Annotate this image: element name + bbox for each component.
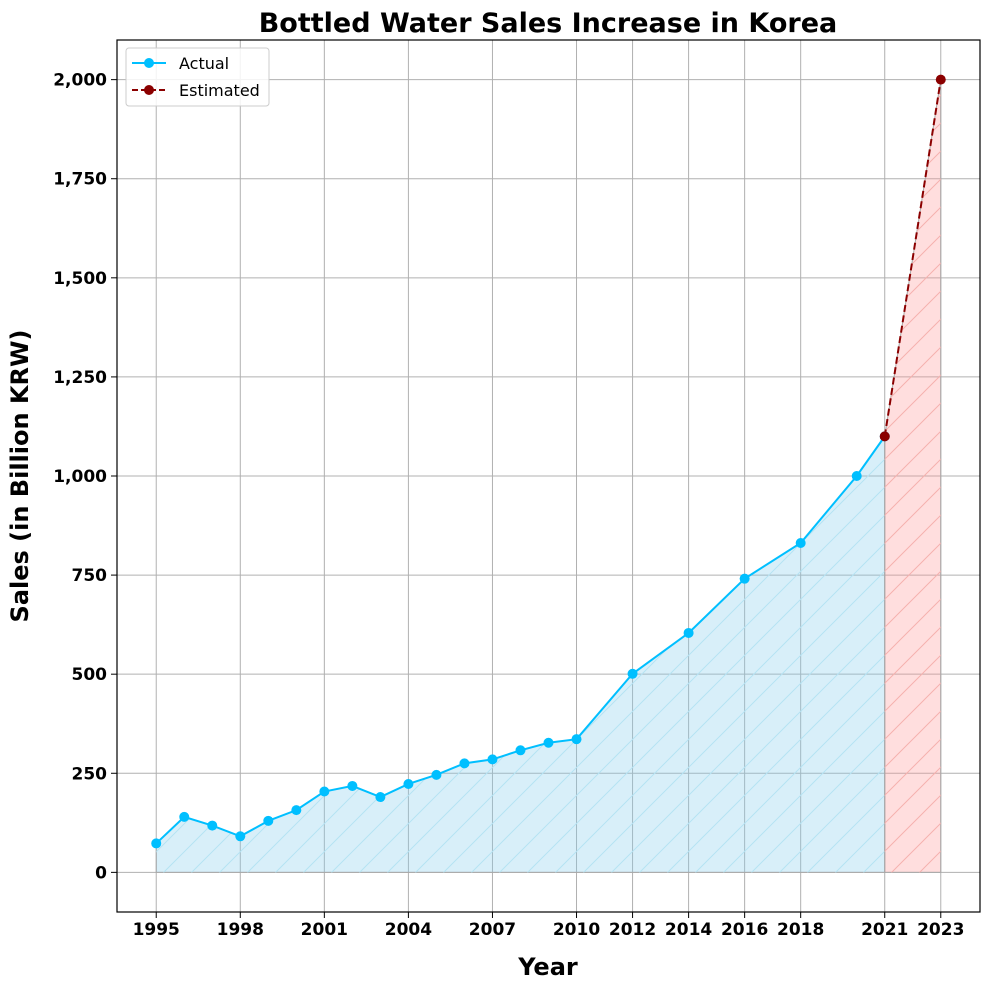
data-point-actual [459,758,470,769]
series-points [151,74,946,849]
area-hatch-estimated [884,79,941,873]
y-tick-label: 1,250 [53,368,107,388]
y-axis-ticks: 0 250 500 750 1,000 1,250 1,500 1,750 2,000 [53,71,117,883]
x-tick-label: 2010 [553,920,600,940]
data-point-actual [179,811,190,822]
data-point-estimated [935,74,946,85]
area-hatch-actual [156,436,885,873]
data-point-actual [263,815,274,826]
legend-estimated-marker [144,85,154,95]
data-point-actual [627,668,638,679]
data-point-actual [487,754,498,765]
series-lines [155,79,942,845]
y-tick-label: 2,000 [53,71,107,91]
x-tick-label: 2001 [301,920,348,940]
data-point-actual [375,792,386,803]
x-tick-label: 2023 [917,920,964,940]
chart-title: Bottled Water Sales Increase in Korea [259,8,838,39]
data-point-actual [319,786,330,797]
data-point-actual [151,838,162,849]
data-point-actual [515,745,526,756]
x-tick-label: 2007 [469,920,516,940]
x-tick-label: 2018 [777,920,824,940]
data-point-actual [207,820,218,831]
x-axis-title: Year [517,953,578,981]
y-tick-label: 1,750 [53,170,107,190]
data-point-actual [851,471,862,481]
series-line-actual [155,435,886,845]
x-tick-label: 1998 [217,920,264,940]
y-tick-label: 250 [72,764,108,784]
y-tick-label: 1,500 [53,269,107,289]
area-fills [155,79,942,873]
x-tick-label: 2004 [385,920,432,940]
legend: Actual Estimated [125,47,270,107]
x-tick-label: 2016 [721,920,768,940]
data-point-actual [347,780,358,791]
data-point-actual [431,769,442,780]
x-tick-label: 2014 [665,920,712,940]
x-axis-ticks: 1995 1998 2001 2004 2007 2010 2012 2014 2016 2018… [133,912,964,940]
y-tick-label: 750 [72,566,108,586]
y-tick-label: 1,000 [53,467,107,487]
data-point-actual [235,831,246,842]
x-tick-label: 2021 [861,920,908,940]
data-point-actual [795,537,806,548]
data-point-actual [739,573,750,584]
y-tick-label: 0 [95,863,107,883]
data-point-actual [403,778,414,789]
legend-actual-marker [144,58,154,68]
data-point-estimated [879,431,890,442]
legend-estimated-label: Estimated [179,81,260,100]
data-point-actual [683,627,694,638]
x-tick-label: 1995 [133,920,180,940]
y-tick-label: 500 [72,665,108,685]
data-point-actual [543,737,554,748]
legend-actual-label: Actual [179,54,229,73]
series-line-estimated [883,79,942,437]
x-tick-label: 2012 [609,920,656,940]
data-point-actual [571,734,582,745]
y-axis-title: Sales (in Billion KRW) [6,330,34,623]
data-point-actual [291,805,302,816]
